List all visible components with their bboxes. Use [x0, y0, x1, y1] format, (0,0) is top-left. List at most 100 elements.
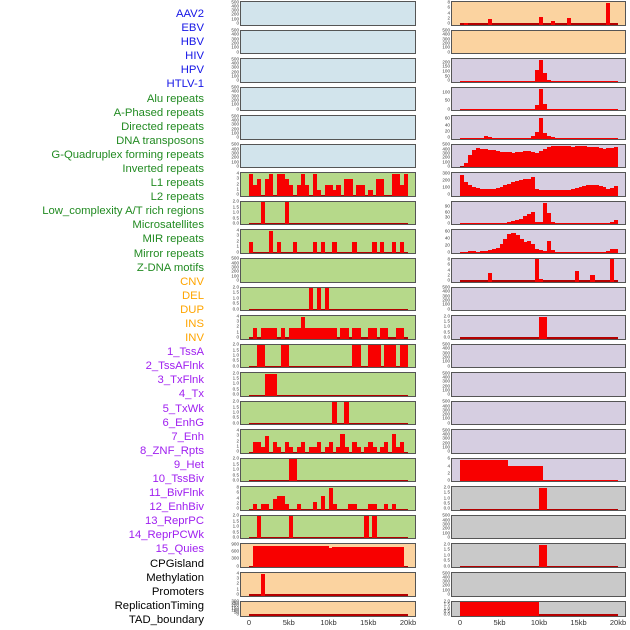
- data-bar: [264, 327, 270, 339]
- y-tick-label: 200: [442, 177, 450, 183]
- y-tick-label: 200: [231, 603, 239, 609]
- data-bar: [260, 504, 266, 510]
- data-bar: [570, 251, 575, 253]
- data-bar: [368, 441, 373, 453]
- y-tick-label: 500: [442, 513, 450, 519]
- y-tick-label: 0.5: [232, 215, 239, 221]
- track-label-9_Het: 9_Het: [173, 458, 204, 471]
- data-bar: [610, 249, 615, 253]
- data-bar: [523, 241, 528, 253]
- zero-baseline: [249, 223, 408, 225]
- data-bar: [598, 185, 603, 196]
- y-tick-label: 1.0: [232, 209, 239, 215]
- data-bar: [372, 546, 377, 568]
- data-bar: [515, 219, 520, 225]
- data-bar: [332, 402, 337, 425]
- track-plot-DNA transposons: [240, 257, 416, 283]
- track-plot-CPGisland: [451, 486, 626, 511]
- y-tick-label: 0.5: [232, 472, 239, 478]
- y-tick-label: 100: [442, 530, 450, 536]
- data-bar: [614, 480, 619, 482]
- data-bar: [460, 109, 465, 111]
- data-bar: [527, 109, 532, 111]
- data-bar: [288, 545, 294, 568]
- data-bar: [296, 327, 301, 339]
- data-bar: [396, 546, 401, 568]
- data-bar: [463, 163, 469, 168]
- data-bar: [300, 173, 305, 196]
- data-bar: [467, 250, 473, 253]
- data-bar: [499, 244, 504, 253]
- data-bar: [471, 109, 477, 111]
- y-tick-label: 500: [442, 570, 450, 576]
- track-plot-EBV: [240, 29, 416, 55]
- data-bar: [471, 251, 477, 253]
- data-bar: [590, 109, 595, 111]
- data-bar: [546, 480, 552, 482]
- y-tick-label: 200: [231, 97, 239, 103]
- data-bar: [542, 148, 548, 168]
- track-label-8_ZNF_Rpts: 8_ZNF_Rpts: [139, 444, 204, 457]
- track-label-15_Quies: 15_Quies: [155, 543, 204, 556]
- y-tick-label: 200: [442, 297, 450, 303]
- track-plot-13_ReprPC: [451, 400, 626, 426]
- data-bar: [284, 345, 290, 368]
- data-bar: [594, 223, 599, 225]
- y-tick-label: 400: [442, 574, 450, 580]
- data-bar: [566, 146, 571, 168]
- data-bar: [499, 223, 504, 225]
- data-bar: [531, 108, 536, 111]
- zero-baseline: [249, 614, 408, 616]
- data-bar: [400, 327, 405, 339]
- y-tick-label: 0: [236, 563, 239, 569]
- data-bar: [352, 241, 357, 253]
- data-bar: [535, 248, 540, 253]
- track-plot-DEL: [240, 572, 416, 597]
- data-bar: [312, 545, 317, 568]
- data-bar: [312, 241, 317, 253]
- track-label-Directed repeats: Directed repeats: [121, 120, 204, 133]
- data-bar: [268, 545, 274, 568]
- y-tick-label: 2.0: [232, 513, 239, 519]
- y-tick-label: 1.5: [443, 602, 450, 607]
- y-tick-label: 1.5: [232, 518, 239, 524]
- data-bar: [348, 179, 353, 196]
- y-tick-label: 300: [442, 378, 450, 384]
- y-tick-label: 2.0: [232, 284, 239, 290]
- track-plot-Microsatellites: [240, 429, 416, 454]
- y-tick-label: 500: [231, 56, 239, 62]
- data-bar: [328, 487, 333, 510]
- track-plot-Alu repeats: [240, 172, 416, 197]
- data-bar: [527, 465, 532, 482]
- data-bar: [491, 150, 496, 168]
- y-tick-label: 100: [442, 387, 450, 393]
- y-tick-label: 0: [447, 591, 450, 597]
- data-bar: [372, 447, 377, 453]
- data-bar: [535, 105, 540, 111]
- data-bar: [467, 137, 473, 139]
- track-label-HPV: HPV: [180, 64, 204, 77]
- data-bar: [495, 137, 500, 139]
- data-bar: [467, 154, 473, 168]
- x-axis-label-10kb: 10kb: [320, 617, 337, 627]
- data-bar: [336, 184, 341, 196]
- data-bar: [312, 327, 317, 339]
- data-bar: [546, 190, 552, 196]
- y-tick-label: 0: [447, 135, 450, 140]
- track-label-7_Enh: 7_Enh: [171, 430, 204, 443]
- data-bar: [460, 602, 465, 616]
- data-bar: [542, 480, 548, 482]
- data-bar: [527, 240, 532, 253]
- y-tick-label: 300: [231, 556, 239, 562]
- data-bar: [570, 137, 575, 139]
- y-tick-label: 400: [231, 260, 239, 266]
- data-bar: [272, 373, 278, 396]
- y-tick-label: 400: [442, 431, 450, 437]
- data-bar: [539, 250, 544, 253]
- data-bar: [471, 149, 477, 168]
- data-bar: [602, 187, 607, 196]
- track-plot-CNV: [240, 543, 416, 569]
- data-bar: [463, 181, 469, 196]
- data-bar: [384, 546, 389, 568]
- data-bar: [332, 547, 337, 568]
